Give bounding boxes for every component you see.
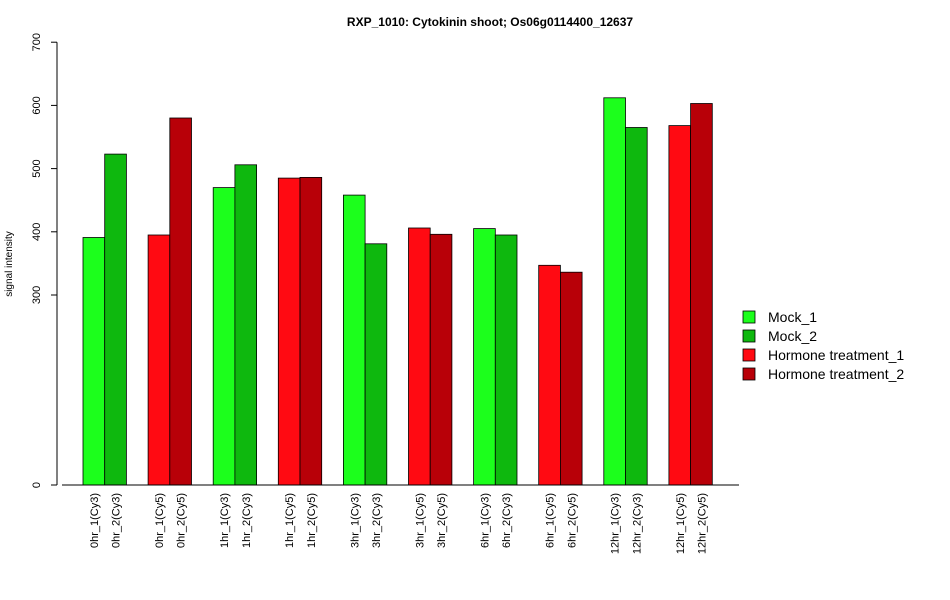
legend-swatch	[742, 348, 756, 362]
legend-swatch	[742, 329, 756, 343]
bar	[277, 177, 301, 486]
bar	[690, 103, 713, 486]
bar	[473, 228, 496, 486]
x-tick-label: 6hr_2(Cy5)	[566, 493, 578, 548]
x-tick-label: 12hr_1(Cy5)	[675, 493, 687, 554]
x-tick-label: 0hr_1(Cy3)	[89, 493, 101, 548]
x-tick-label: 6hr_2(Cy3)	[501, 493, 513, 548]
y-tick-label: 500	[31, 159, 43, 177]
bar	[169, 117, 192, 486]
x-tick-label: 12hr_2(Cy3)	[631, 493, 643, 554]
x-tick-label: 6hr_1(Cy5)	[545, 493, 557, 548]
bar	[234, 164, 257, 486]
x-tick-label: 0hr_1(Cy5)	[154, 493, 166, 548]
bar	[364, 243, 388, 486]
x-tick-label: 1hr_2(Cy5)	[306, 493, 318, 548]
x-tick-label: 12hr_2(Cy5)	[697, 493, 709, 554]
y-tick-label: 600	[31, 96, 43, 114]
legend-label: Mock_2	[768, 328, 817, 344]
bar	[625, 127, 648, 486]
y-tick-label: 300	[31, 286, 43, 304]
bar	[299, 176, 323, 486]
x-tick-label: 12hr_1(Cy3)	[610, 493, 622, 554]
bar	[82, 237, 106, 486]
y-axis: 0 300 400 500 600 700	[31, 33, 58, 488]
x-tick-label: 0hr_2(Cy5)	[176, 493, 188, 548]
bar	[538, 264, 561, 486]
y-tick-label: 400	[31, 223, 43, 241]
legend-label: Hormone treatment_1	[768, 347, 904, 363]
legend-swatch	[742, 367, 756, 381]
x-tick-label: 1hr_1(Cy5)	[284, 493, 296, 548]
x-tick-label: 1hr_2(Cy3)	[241, 493, 253, 548]
x-tick-label: 3hr_1(Cy3)	[349, 493, 361, 548]
bar	[603, 97, 626, 486]
bar	[429, 233, 453, 486]
legend-swatch	[742, 310, 756, 324]
x-tick-label: 3hr_2(Cy5)	[436, 493, 448, 548]
bars-group	[82, 97, 713, 486]
x-tick-label: 3hr_1(Cy5)	[414, 493, 426, 548]
bar	[104, 153, 127, 486]
x-tick-label: 3hr_2(Cy3)	[371, 493, 383, 548]
bar	[668, 125, 692, 486]
legend: Mock_1 Mock_2 Hormone treatment_1 Hormone t…	[742, 309, 904, 382]
bar	[408, 227, 431, 486]
chart-title: RXP_1010: Cytokinin shoot; Os06g0114400_…	[347, 15, 633, 29]
bar	[212, 187, 236, 486]
y-tick-label: 700	[31, 33, 43, 51]
bar	[342, 194, 366, 486]
bar	[560, 271, 583, 486]
legend-label: Mock_1	[768, 309, 817, 325]
x-tick-label: 1hr_1(Cy3)	[219, 493, 231, 548]
y-axis-label: signal intensity	[4, 231, 15, 297]
y-tick-label: 0	[31, 482, 43, 488]
x-tick-label: 6hr_1(Cy3)	[479, 493, 491, 548]
x-axis-labels: 0hr_1(Cy3) 0hr_2(Cy3) 0hr_1(Cy5) 0hr_2(Cy5)…	[89, 493, 709, 554]
x-tick-label: 0hr_2(Cy3)	[111, 493, 123, 548]
legend-label: Hormone treatment_2	[768, 366, 904, 382]
bar	[147, 234, 171, 486]
bar	[494, 234, 518, 486]
